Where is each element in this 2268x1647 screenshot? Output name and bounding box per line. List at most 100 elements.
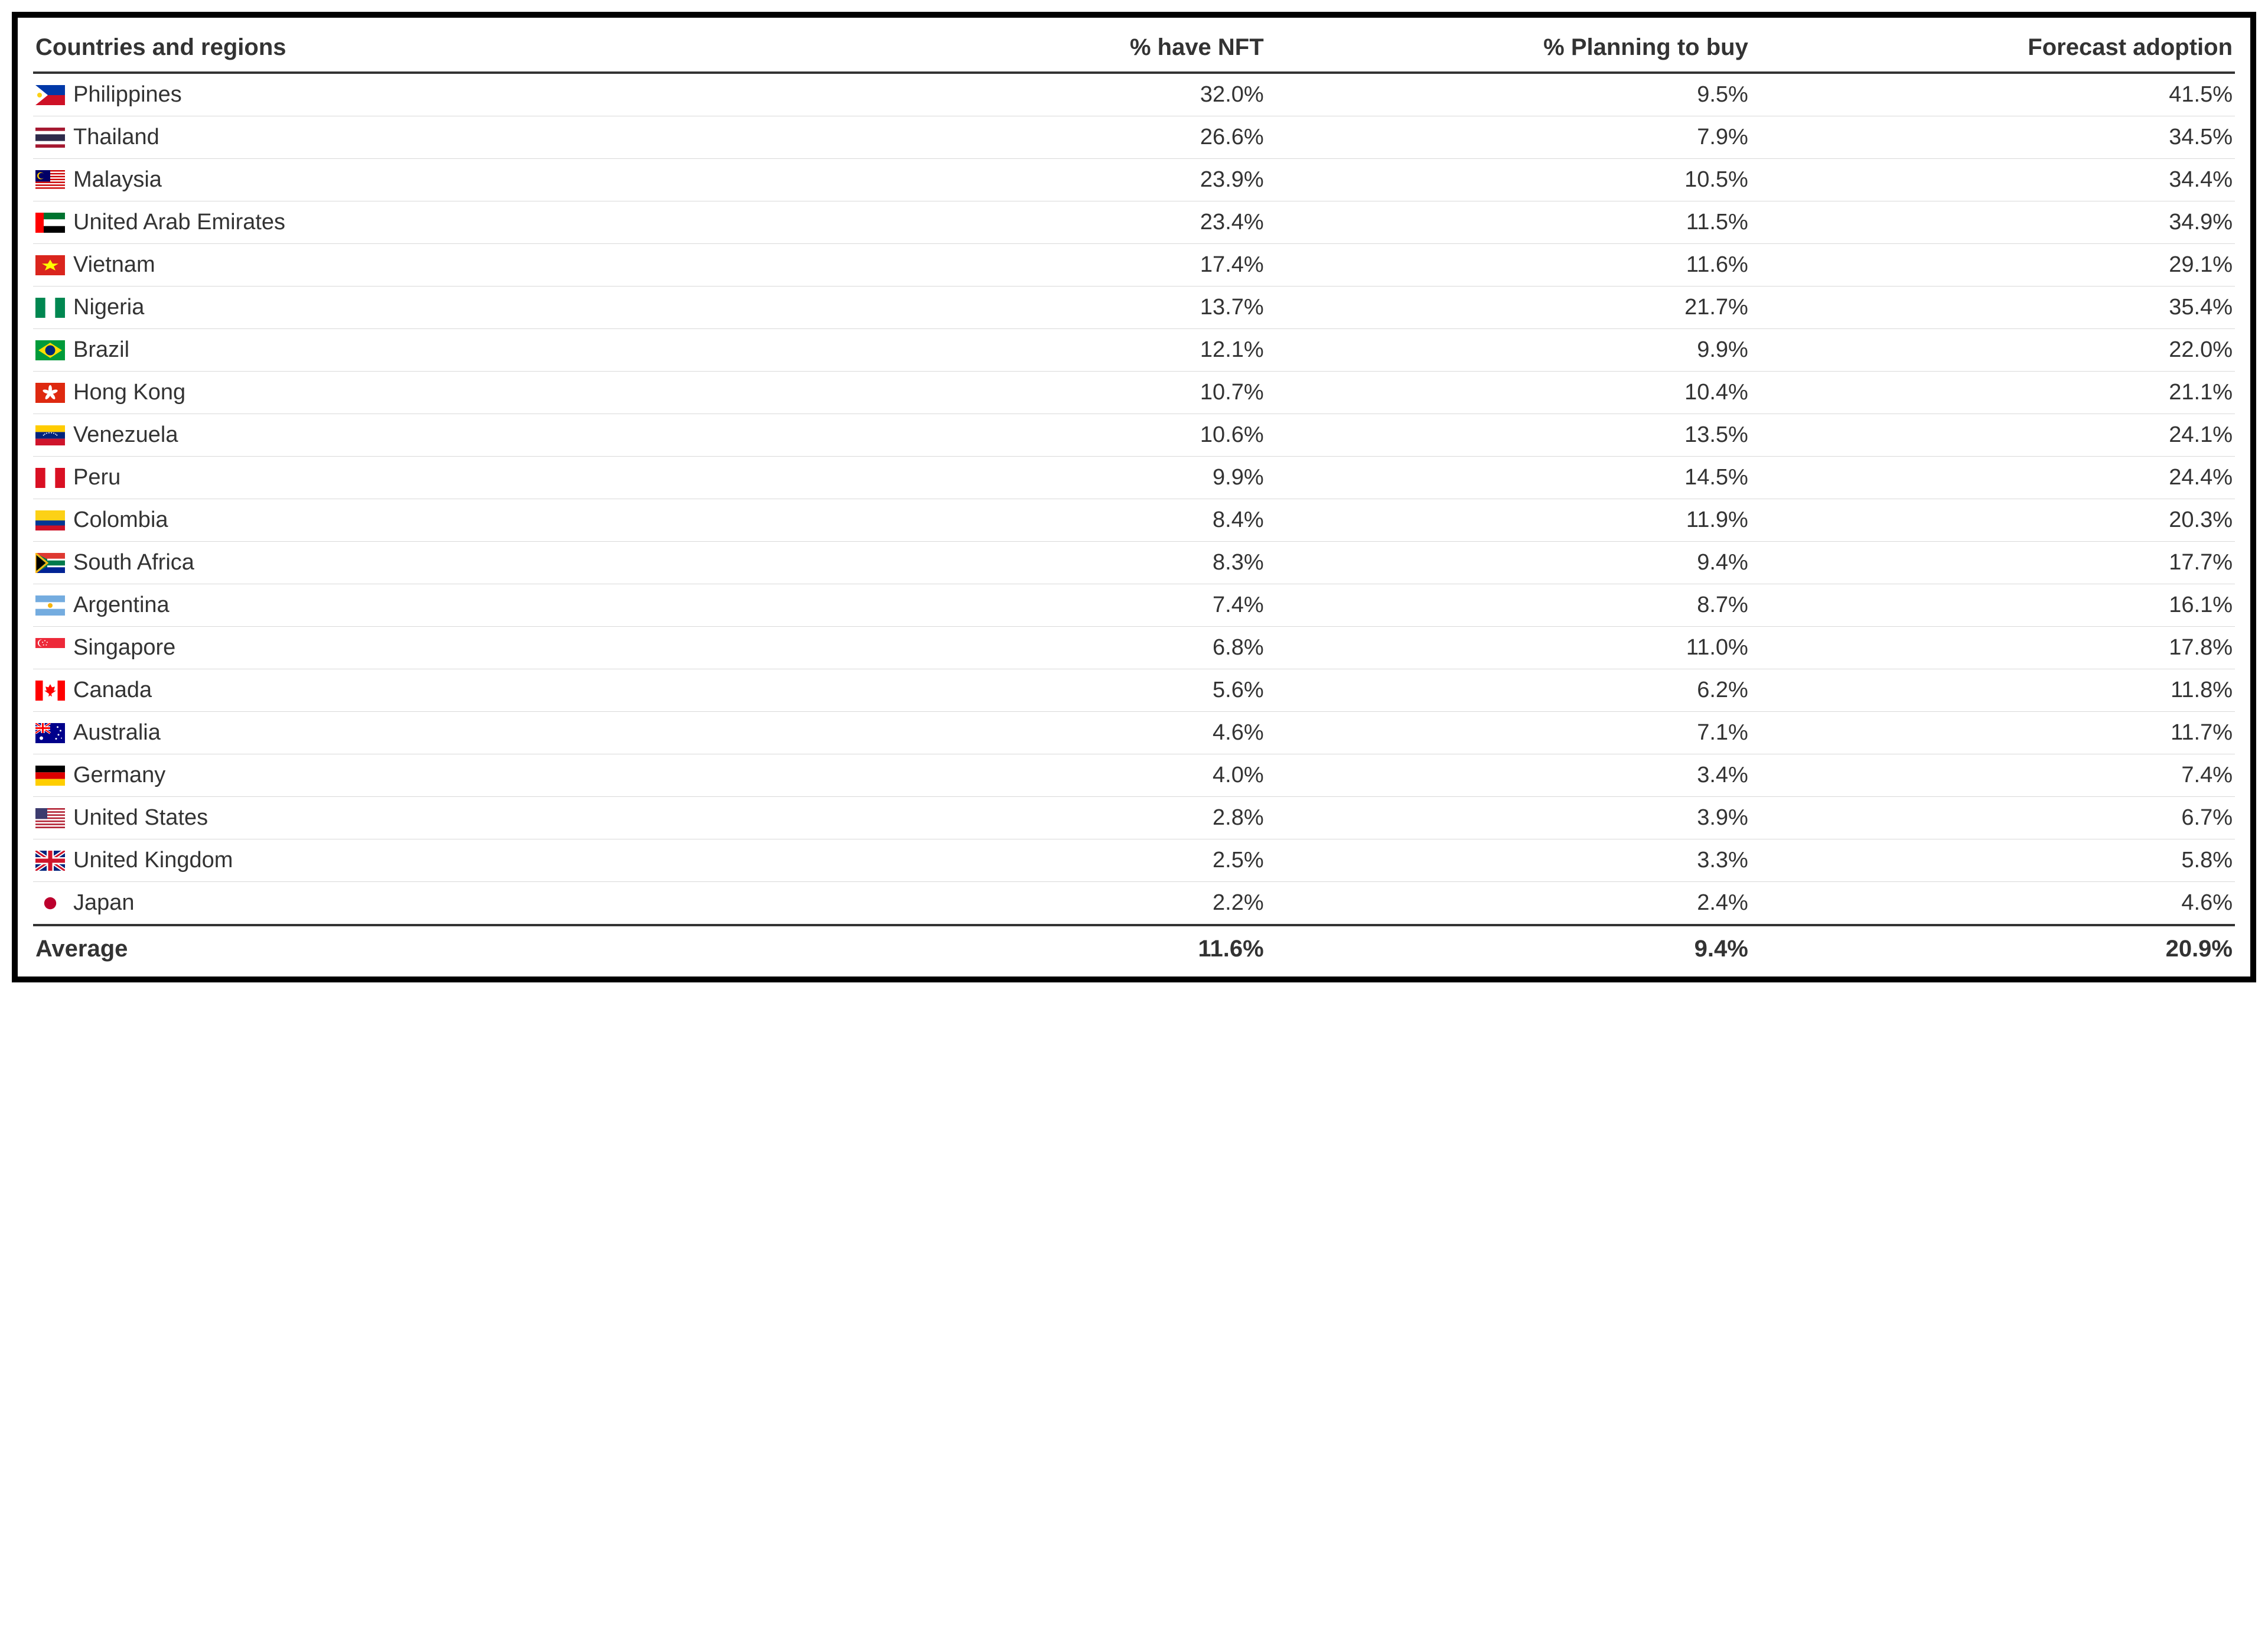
cell-plan-buy: 11.5% [1266, 201, 1751, 244]
cell-forecast: 24.4% [1751, 457, 2235, 499]
gb-flag-icon [35, 851, 65, 871]
cell-country: Colombia [33, 499, 782, 542]
cell-forecast: 20.3% [1751, 499, 2235, 542]
country-name: Japan [73, 890, 135, 916]
cell-have-nft: 4.0% [782, 754, 1266, 797]
cell-have-nft: 17.4% [782, 244, 1266, 287]
table-row: United Arab Emirates23.4%11.5%34.9% [33, 201, 2235, 244]
cell-plan-buy: 11.9% [1266, 499, 1751, 542]
cell-country: Japan [33, 882, 782, 926]
table-row: Peru9.9%14.5%24.4% [33, 457, 2235, 499]
cell-plan-buy: 9.5% [1266, 73, 1751, 116]
cell-country: Thailand [33, 116, 782, 159]
cell-country: Hong Kong [33, 372, 782, 414]
cell-country: Australia [33, 712, 782, 754]
cell-have-nft: 6.8% [782, 627, 1266, 669]
table-row: Colombia 8.4%11.9%20.3% [33, 499, 2235, 542]
cell-plan-buy: 11.6% [1266, 244, 1751, 287]
country-name: Colombia [73, 507, 168, 533]
cell-country: Nigeria [33, 287, 782, 329]
cell-have-nft: 2.2% [782, 882, 1266, 926]
cell-plan-buy: 9.4% [1266, 542, 1751, 584]
cell-forecast: 7.4% [1751, 754, 2235, 797]
nft-adoption-table: Countries and regions % have NFT % Plann… [33, 28, 2235, 971]
cell-have-nft: 13.7% [782, 287, 1266, 329]
col-header-have-nft: % have NFT [782, 28, 1266, 73]
footer-plan-buy: 9.4% [1266, 925, 1751, 971]
table-row: Venezuela10.6%13.5%24.1% [33, 414, 2235, 457]
table-row: United States2.8%3.9%6.7% [33, 797, 2235, 839]
col-header-plan-buy: % Planning to buy [1266, 28, 1751, 73]
cell-plan-buy: 3.3% [1266, 839, 1751, 882]
table-row: Thailand26.6%7.9%34.5% [33, 116, 2235, 159]
cell-forecast: 5.8% [1751, 839, 2235, 882]
country-name: United Arab Emirates [73, 210, 285, 235]
cell-have-nft: 8.4% [782, 499, 1266, 542]
cell-country: United States [33, 797, 782, 839]
cell-forecast: 11.8% [1751, 669, 2235, 712]
ph-flag-icon [35, 85, 65, 105]
cell-forecast: 17.8% [1751, 627, 2235, 669]
country-name: Singapore [73, 635, 175, 660]
ae-flag-icon [35, 213, 65, 233]
cell-forecast: 17.7% [1751, 542, 2235, 584]
cell-country: Brazil [33, 329, 782, 372]
table-row: Australia4.6%7.1%11.7% [33, 712, 2235, 754]
sg-flag-icon [35, 638, 65, 658]
country-name: Peru [73, 465, 120, 490]
country-name: Thailand [73, 125, 159, 150]
cell-forecast: 29.1% [1751, 244, 2235, 287]
cell-have-nft: 7.4% [782, 584, 1266, 627]
cell-have-nft: 12.1% [782, 329, 1266, 372]
table-footer-row: Average 11.6% 9.4% 20.9% [33, 925, 2235, 971]
cell-country: United Arab Emirates [33, 201, 782, 244]
footer-label: Average [33, 925, 782, 971]
country-name: Malaysia [73, 167, 162, 193]
cell-forecast: 21.1% [1751, 372, 2235, 414]
col-header-country: Countries and regions [33, 28, 782, 73]
cell-country: Vietnam [33, 244, 782, 287]
cell-have-nft: 8.3% [782, 542, 1266, 584]
de-flag-icon [35, 766, 65, 786]
cell-plan-buy: 10.4% [1266, 372, 1751, 414]
cell-country: United Kingdom [33, 839, 782, 882]
cell-plan-buy: 2.4% [1266, 882, 1751, 926]
country-name: Philippines [73, 82, 182, 108]
ve-flag-icon [35, 425, 65, 445]
co-flag-icon [35, 510, 65, 530]
cell-country: Canada [33, 669, 782, 712]
cell-have-nft: 23.9% [782, 159, 1266, 201]
jp-flag-icon [35, 893, 65, 913]
cell-forecast: 16.1% [1751, 584, 2235, 627]
cell-forecast: 34.5% [1751, 116, 2235, 159]
hk-flag-icon [35, 383, 65, 403]
table-row: United Kingdom2.5%3.3%5.8% [33, 839, 2235, 882]
cell-forecast: 35.4% [1751, 287, 2235, 329]
cell-forecast: 34.9% [1751, 201, 2235, 244]
country-name: Argentina [73, 593, 170, 618]
country-name: Australia [73, 720, 161, 746]
cell-plan-buy: 3.4% [1266, 754, 1751, 797]
country-name: Germany [73, 763, 165, 788]
table-row: Malaysia23.9%10.5%34.4% [33, 159, 2235, 201]
table-header-row: Countries and regions % have NFT % Plann… [33, 28, 2235, 73]
cell-forecast: 4.6% [1751, 882, 2235, 926]
ca-flag-icon [35, 681, 65, 701]
country-name: Venezuela [73, 422, 178, 448]
country-name: Hong Kong [73, 380, 185, 405]
country-name: Brazil [73, 337, 129, 363]
cell-plan-buy: 7.1% [1266, 712, 1751, 754]
cell-have-nft: 26.6% [782, 116, 1266, 159]
ar-flag-icon [35, 595, 65, 616]
br-flag-icon [35, 340, 65, 360]
table-row: Hong Kong10.7%10.4%21.1% [33, 372, 2235, 414]
cell-country: Philippines [33, 73, 782, 116]
au-flag-icon [35, 723, 65, 743]
cell-forecast: 6.7% [1751, 797, 2235, 839]
cell-plan-buy: 10.5% [1266, 159, 1751, 201]
cell-plan-buy: 3.9% [1266, 797, 1751, 839]
my-flag-icon [35, 170, 65, 190]
cell-country: Venezuela [33, 414, 782, 457]
footer-forecast: 20.9% [1751, 925, 2235, 971]
cell-plan-buy: 13.5% [1266, 414, 1751, 457]
